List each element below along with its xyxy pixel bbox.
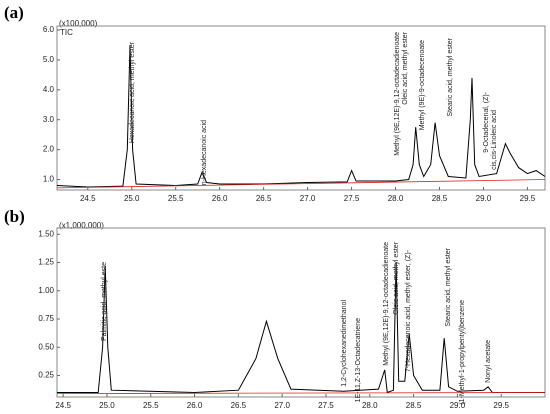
x-tick-label: 27.5 xyxy=(318,401,334,410)
peak-annotation: (1-Methyl-1-propylpentyl)benzene xyxy=(459,300,466,405)
x-tick-label: 29.0 xyxy=(476,194,492,203)
chromatogram-line xyxy=(56,44,546,188)
peak-annotation: Methyl (9E)-9-octadecenoate xyxy=(419,40,426,130)
peak-annotation: Nonyl acetate xyxy=(485,340,492,383)
x-tick-label: 27.5 xyxy=(344,194,360,203)
signal-label: TIC xyxy=(60,28,73,37)
peak-annotation: Stearic acid, methyl ester xyxy=(447,37,454,116)
y-tick-label: 5.0 xyxy=(43,55,55,64)
peak-annotation: Palmitic acid, methyl este xyxy=(101,262,108,341)
peak-annotation: n-Hexadecanoic acid xyxy=(201,120,208,185)
y-tick-label: 0.25 xyxy=(38,371,54,380)
peak-annotation: Stearic acid, methyl ester xyxy=(445,247,452,326)
x-tick-label: 29.5 xyxy=(520,194,536,203)
peak-annotation: Methyl (9E,12E)-9,12-octadecadienoate xyxy=(394,32,401,156)
peak-annotation: 7-Hexadecenoic acid, methyl ester, (Z)- xyxy=(405,249,412,372)
plot-frame xyxy=(56,25,546,191)
x-tick-label: 24.5 xyxy=(80,194,96,203)
x-tick-label: 26.5 xyxy=(231,401,247,410)
peak-annotation: 9-Octadecenal, (Z)- xyxy=(483,91,490,152)
x-tick-label: 25.0 xyxy=(124,194,140,203)
x-tick-label: 25.5 xyxy=(143,401,159,410)
y-tick-label: 0.75 xyxy=(38,314,54,323)
peak-annotation: 1E-11,Z-13-Octadecatriene xyxy=(355,318,362,402)
x-tick-label: 27.0 xyxy=(274,401,290,410)
peak-annotation: cis,cis-Linoleic acid xyxy=(491,110,498,170)
peak-annotation: Oleic acid, methyl ester xyxy=(393,241,400,314)
plot-frame xyxy=(56,227,546,398)
y-tick-label: 1.0 xyxy=(43,175,55,184)
y-tick-label: 1.25 xyxy=(38,258,54,267)
peak-annotation: Hexadecanoic acid, methyl ester xyxy=(129,41,136,143)
peak-annotation: Methyl (9E,12E)-9,12-octadecadienoate xyxy=(383,242,390,366)
x-tick-label: 26.0 xyxy=(212,194,228,203)
x-tick-label: 28.5 xyxy=(406,401,422,410)
x-tick-label: 28.0 xyxy=(362,401,378,410)
x-tick-label: 26.0 xyxy=(187,401,203,410)
y-tick-label: 6.0 xyxy=(43,25,55,34)
x-tick-label: 24.5 xyxy=(55,401,71,410)
baseline-line xyxy=(56,179,546,189)
x-tick-label: 29.5 xyxy=(493,401,509,410)
panel-label: (b) xyxy=(4,207,25,226)
scale-label: (x1,000,000) xyxy=(59,221,104,230)
x-tick-label: 25.5 xyxy=(168,194,184,203)
chromatogram-line xyxy=(57,262,545,394)
y-tick-label: 4.0 xyxy=(43,85,55,94)
y-tick-label: 2.0 xyxy=(43,145,55,154)
x-tick-label: 28.0 xyxy=(388,194,404,203)
scale-label: (x100,000) xyxy=(59,19,98,28)
baseline-line xyxy=(56,392,546,394)
x-tick-label: 25.0 xyxy=(99,401,115,410)
peak-annotation: Oleic acid, methyl ester xyxy=(402,31,409,104)
x-tick-label: 26.5 xyxy=(256,194,272,203)
y-tick-label: 1.50 xyxy=(38,229,54,238)
x-tick-label: 28.5 xyxy=(432,194,448,203)
y-tick-label: 3.0 xyxy=(43,115,55,124)
y-tick-label: 0.50 xyxy=(38,342,54,351)
peak-annotation: 1,2-Cyclohexanedimethanol xyxy=(341,300,348,387)
x-tick-label: 29.0 xyxy=(450,401,466,410)
x-tick-label: 27.0 xyxy=(300,194,316,203)
panel-label: (a) xyxy=(4,3,24,22)
y-tick-label: 1.00 xyxy=(38,286,54,295)
